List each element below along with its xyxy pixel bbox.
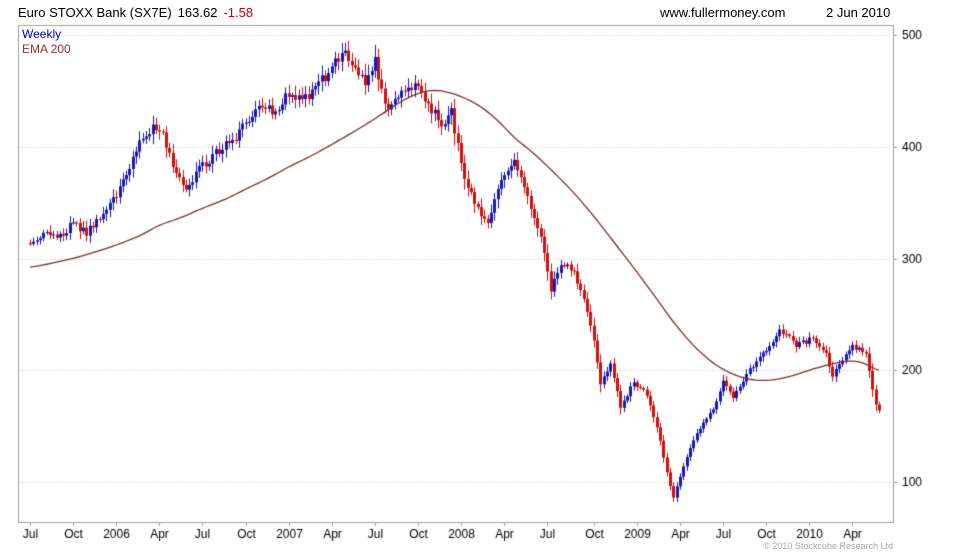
change-value: -1.58 bbox=[223, 5, 254, 20]
website-text: www.fullermoney.com bbox=[660, 5, 786, 20]
copyright-text: © 2010 Stockcube Research Ltd bbox=[763, 541, 893, 551]
chart-legend: Weekly EMA 200 bbox=[22, 27, 71, 57]
page-title: Euro STOXX Bank (SX7E) bbox=[18, 5, 172, 20]
last-price: 163.62 bbox=[177, 5, 218, 20]
title-row: Euro STOXX Bank (SX7E) 163.62 -1.58 bbox=[18, 5, 253, 20]
date-text: 2 Jun 2010 bbox=[826, 5, 891, 20]
legend-ema-label: EMA 200 bbox=[22, 42, 71, 56]
legend-weekly-label: Weekly bbox=[22, 27, 62, 41]
